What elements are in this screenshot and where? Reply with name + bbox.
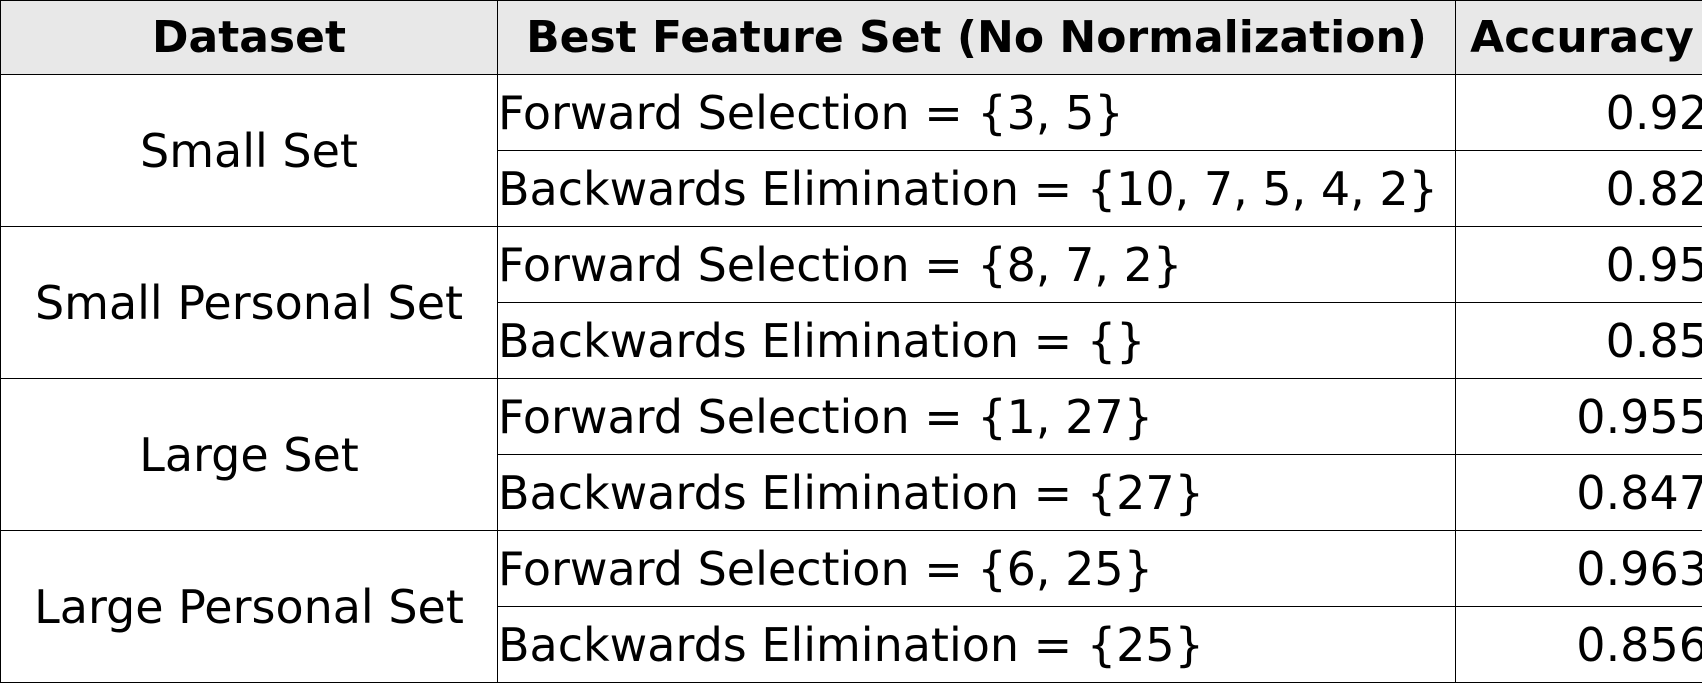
dataset-cell: Small Personal Set (0, 226, 498, 379)
dataset-cell: Small Set (0, 74, 498, 227)
dataset-cell: Large Set (0, 378, 498, 531)
table-body: Small Set Forward Selection = {3, 5} 0.9… (0, 74, 1702, 683)
table-row: Small Set Forward Selection = {3, 5} 0.9… (0, 74, 1702, 227)
table-row: Large Personal Set Forward Selection = {… (0, 530, 1702, 683)
header-dataset: Dataset (0, 0, 498, 75)
accuracy-cell: 0.82 (1455, 150, 1702, 227)
header-feature-set: Best Feature Set (No Normalization) (497, 0, 1456, 75)
feature-set-cell: Forward Selection = {1, 27} (497, 378, 1456, 455)
table-row: Backwards Elimination = {25} 0.856 (1, 606, 1702, 683)
feature-set-cell: Forward Selection = {8, 7, 2} (497, 226, 1456, 303)
table-header: Dataset Best Feature Set (No Normalizati… (0, 0, 1702, 75)
accuracy-cell: 0.847 (1455, 454, 1702, 531)
table-row: Large Set Forward Selection = {1, 27} 0.… (0, 378, 1702, 531)
feature-set-cell: Forward Selection = {6, 25} (497, 530, 1456, 607)
header-row: Dataset Best Feature Set (No Normalizati… (0, 0, 1702, 75)
table-row: Small Personal Set Forward Selection = {… (0, 226, 1702, 379)
header-accuracy: Accuracy (1455, 0, 1702, 75)
accuracy-cell: 0.955 (1455, 378, 1702, 455)
dataset-cell: Large Personal Set (0, 530, 498, 683)
feature-set-cell: Forward Selection = {3, 5} (497, 74, 1456, 151)
table-row: Backwards Elimination = {} 0.85 (1, 302, 1702, 379)
feature-set-cell: Backwards Elimination = {27} (497, 454, 1456, 531)
table-row: Backwards Elimination = {27} 0.847 (1, 454, 1702, 531)
accuracy-cell: 0.963 (1455, 530, 1702, 607)
accuracy-cell: 0.92 (1455, 74, 1702, 151)
accuracy-cell: 0.95 (1455, 226, 1702, 303)
feature-set-cell: Backwards Elimination = {10, 7, 5, 4, 2} (497, 150, 1456, 227)
feature-set-cell: Backwards Elimination = {25} (497, 606, 1456, 683)
accuracy-cell: 0.856 (1455, 606, 1702, 683)
feature-set-cell: Backwards Elimination = {} (497, 302, 1456, 379)
accuracy-cell: 0.85 (1455, 302, 1702, 379)
table-row: Backwards Elimination = {10, 7, 5, 4, 2}… (1, 150, 1702, 227)
